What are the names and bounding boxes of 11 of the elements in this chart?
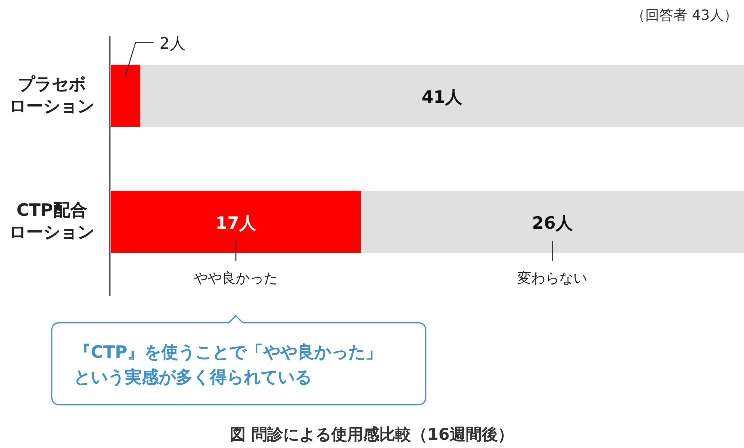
data-label: 26人 [532, 214, 574, 234]
text: 図 問診による使用感比較（16週間後） [230, 425, 514, 444]
text: 『CTP』を使うことで「やや良かった」という実感が多く得られている [74, 343, 383, 388]
y-tick-label: プラセボローション [10, 75, 94, 117]
data-label: 41人 [422, 88, 464, 108]
data-label: 2人 [160, 34, 186, 53]
text: （回答者 43人） [632, 8, 738, 24]
data-label: 17人 [216, 214, 258, 234]
y-tick-label: CTP配合ローション [10, 201, 94, 243]
series-label: 変わらない [518, 271, 588, 287]
series-label: やや良かった [194, 271, 278, 287]
